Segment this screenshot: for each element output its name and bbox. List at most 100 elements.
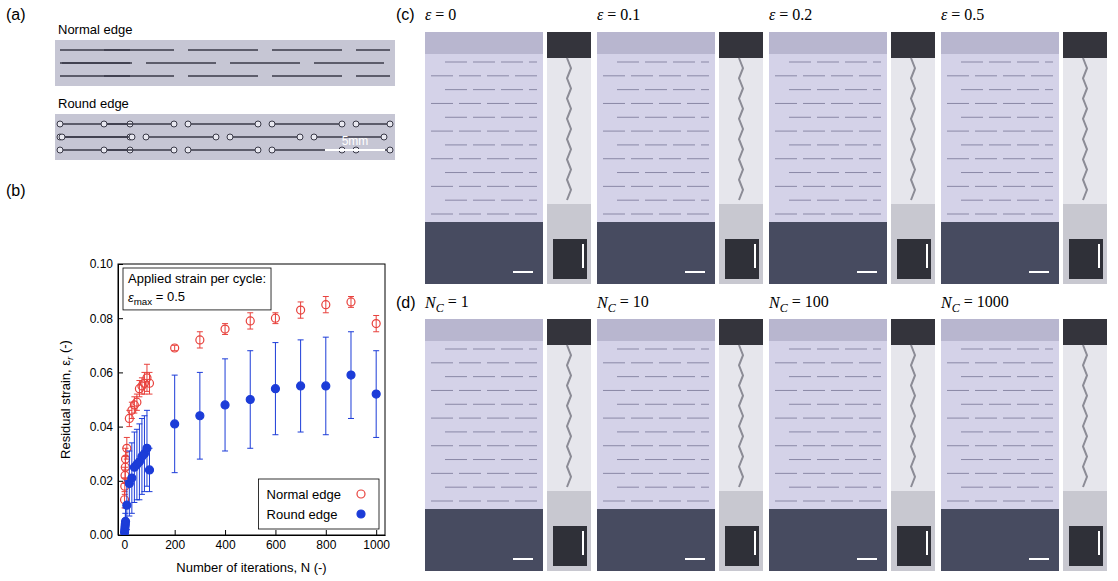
slit [859, 362, 881, 363]
slit [947, 214, 969, 215]
slit-end [101, 121, 107, 127]
scale-bar [685, 271, 705, 273]
slit [501, 459, 523, 460]
error-bar-cap [123, 535, 129, 536]
slit [873, 62, 881, 63]
slit [817, 62, 839, 63]
slit [62, 62, 132, 64]
error-bar-cap [146, 448, 152, 449]
error-bar-cap [197, 331, 203, 332]
slit [687, 186, 709, 187]
slit [873, 172, 881, 173]
photo-background [55, 40, 395, 86]
error-bar-cap [124, 529, 130, 530]
slit [775, 501, 797, 502]
slit [975, 418, 997, 419]
slit [961, 89, 983, 90]
slit [687, 362, 709, 363]
slit-end [381, 134, 387, 140]
slit [473, 404, 495, 405]
slit [515, 75, 537, 76]
slit [961, 62, 983, 63]
slit [831, 473, 853, 474]
slit [603, 418, 625, 419]
side-photo-clamp-bottom [547, 491, 591, 571]
error-bar-line [325, 297, 326, 313]
y-tick: 0.10 [90, 257, 123, 271]
side-scale-bar [1098, 244, 1100, 268]
slit [659, 445, 681, 446]
slit [501, 431, 523, 432]
photo [941, 32, 1107, 284]
annotation-text-part: Applied strain per cycle: [128, 271, 266, 286]
side-photo-clamp-bottom [891, 204, 935, 284]
y-tick-mark [118, 318, 123, 319]
slit [501, 404, 523, 405]
slit [631, 186, 653, 187]
slit [515, 501, 537, 502]
photo [769, 319, 935, 571]
side-photo-device [725, 526, 759, 566]
slit [1031, 418, 1053, 419]
x-axis-title: Number of iterations, N (-) [176, 560, 326, 575]
slit [501, 62, 523, 63]
error-bar-cap [139, 494, 145, 495]
slit [673, 62, 695, 63]
slit [775, 103, 797, 104]
slit [645, 404, 667, 405]
slit [1003, 418, 1025, 419]
slit [459, 418, 481, 419]
photo-caption: Round edge [58, 96, 129, 111]
error-bar-cap [272, 434, 278, 435]
error-bar-cap [348, 307, 354, 308]
slit [789, 487, 811, 488]
slit [701, 62, 709, 63]
slit [873, 144, 881, 145]
error-bar-cap [146, 491, 152, 492]
slit [687, 214, 709, 215]
frame-caption-part: = 0.2 [775, 6, 812, 23]
data-point [322, 382, 330, 390]
slit [947, 75, 969, 76]
data-point [347, 298, 355, 306]
slit [701, 376, 709, 377]
legend-item: Normal edge [267, 487, 365, 502]
slit [831, 186, 853, 187]
slit-end [255, 147, 261, 153]
slit [803, 186, 825, 187]
slit [701, 144, 709, 145]
slit [789, 144, 811, 145]
side-photo-clamp-top [719, 32, 763, 58]
slit [701, 200, 709, 201]
slit [659, 186, 681, 187]
slit [487, 158, 509, 159]
error-bar-cap [323, 337, 329, 338]
annotation-text: εmax = 0.5 [128, 289, 185, 307]
slit [1003, 501, 1025, 502]
slit-end [101, 147, 107, 153]
slit [687, 75, 709, 76]
scale-bar [1029, 271, 1049, 273]
slit [673, 431, 695, 432]
slit [989, 404, 1011, 405]
photo [425, 319, 591, 571]
error-bar-cap [126, 426, 132, 427]
photo [941, 319, 1107, 571]
photo [597, 32, 763, 284]
slit [775, 75, 797, 76]
slit [501, 349, 523, 350]
slit [789, 89, 811, 90]
error-bar [222, 324, 228, 335]
slit [645, 200, 667, 201]
y-tick-mark [118, 372, 123, 373]
slit [431, 75, 453, 76]
x-tick-label: 0 [121, 538, 128, 552]
slit [659, 75, 681, 76]
y-tick-label: 0.10 [90, 257, 114, 271]
error-bar [272, 343, 278, 435]
slit [859, 158, 881, 159]
legend: Normal edgeRound edge [259, 479, 379, 529]
slit-end [171, 147, 177, 153]
slit [803, 418, 825, 419]
slit [1031, 103, 1053, 104]
